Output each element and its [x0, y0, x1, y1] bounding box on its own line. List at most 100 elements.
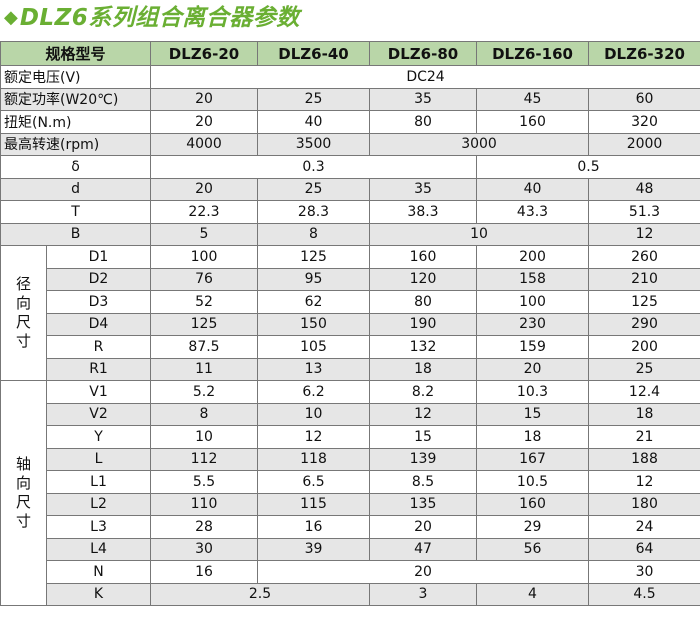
table-cell: 80: [369, 110, 478, 134]
table-cell: 25: [257, 87, 371, 111]
table-cell: 18: [369, 357, 478, 381]
table-cell: 62: [257, 290, 371, 314]
table-cell: 15: [476, 402, 590, 426]
row-label: V2: [45, 402, 152, 426]
table-cell: 87.5: [150, 335, 259, 359]
table-cell: 188: [588, 447, 700, 471]
table-cell: 290: [588, 312, 700, 336]
table-cell: 160: [476, 110, 590, 134]
table-cell: 35: [369, 177, 478, 201]
table-cell: 190: [369, 312, 478, 336]
torque-row: 扭矩(N.m) 20 40 80 160 320: [0, 110, 700, 134]
table-cell: 125: [588, 290, 700, 314]
table-cell: 20: [150, 87, 259, 111]
row-label: D2: [45, 267, 152, 291]
axial-row: L1 5.5 6.5 8.5 10.5 12: [1, 470, 700, 494]
table-cell: 18: [588, 402, 700, 426]
table-cell: 20: [476, 357, 590, 381]
table-cell: 3500: [257, 132, 371, 156]
table-cell: 29: [476, 515, 590, 539]
row-label: d: [0, 177, 152, 201]
table-cell: 60: [588, 87, 700, 111]
table-cell: 28.3: [257, 200, 371, 224]
group-label-text: 轴向尺寸: [16, 455, 32, 530]
table-cell: 110: [150, 492, 259, 516]
table-cell: 20: [257, 560, 590, 584]
model-header: DLZ6-160: [476, 41, 590, 66]
radial-row: D3 52 62 80 100 125: [1, 290, 700, 314]
table-cell: 105: [257, 335, 371, 359]
table-cell: 8.5: [369, 470, 478, 494]
row-label: L4: [45, 537, 152, 561]
table-cell: 5.2: [150, 380, 259, 404]
table-cell: 20: [369, 515, 478, 539]
row-label: K: [45, 582, 152, 606]
table-cell: 8.2: [369, 380, 478, 404]
table-cell: 80: [369, 290, 478, 314]
radial-row: R 87.5 105 132 159 200: [1, 335, 700, 359]
row-label: L1: [45, 470, 152, 494]
row-label: T: [0, 200, 152, 224]
table-cell: 4000: [150, 132, 259, 156]
table-cell: 25: [588, 357, 700, 381]
page-title: ◆ DLZ6系列组合离合器参数: [0, 0, 700, 36]
table-cell: 10.3: [476, 380, 590, 404]
table-cell: 4.5: [588, 582, 700, 606]
row-label: L2: [45, 492, 152, 516]
row-label: B: [0, 222, 152, 246]
table-cell: 21: [588, 425, 700, 449]
table-cell: 45: [476, 87, 590, 111]
table-cell: 38.3: [369, 200, 478, 224]
table-cell: 8: [150, 402, 259, 426]
table-cell: 10: [257, 402, 371, 426]
table-cell: 200: [476, 245, 590, 269]
row-label: R1: [45, 357, 152, 381]
table-cell: 11: [150, 357, 259, 381]
axial-group-label: 轴向尺寸: [0, 380, 47, 606]
table-cell: 10.5: [476, 470, 590, 494]
k-row: K 2.5 3 4 4.5: [1, 582, 700, 606]
row-label: L3: [45, 515, 152, 539]
row-label: 额定电压(V): [0, 65, 152, 89]
table-cell: 3000: [369, 132, 590, 156]
table-cell: 40: [257, 110, 371, 134]
table-cell: 160: [476, 492, 590, 516]
table-cell: 150: [257, 312, 371, 336]
table-cell: 76: [150, 267, 259, 291]
table-cell: 10: [150, 425, 259, 449]
table-cell: 0.3: [150, 155, 478, 179]
diamond-icon: ◆: [4, 7, 18, 28]
table-cell: 12: [588, 222, 700, 246]
table-cell: 52: [150, 290, 259, 314]
row-label: R: [45, 335, 152, 359]
table-cell: 56: [476, 537, 590, 561]
b-row: B 5 8 10 12: [0, 222, 700, 246]
table-cell: 4: [476, 582, 590, 606]
spec-table: 规格型号 DLZ6-20 DLZ6-40 DLZ6-80 DLZ6-160 DL…: [0, 41, 700, 606]
table-cell: 118: [257, 447, 371, 471]
axial-row: L3 28 16 20 29 24: [1, 515, 700, 539]
n-row: N 16 20 30: [1, 560, 700, 584]
power-row: 额定功率(W20℃) 20 25 35 45 60: [0, 87, 700, 111]
table-cell: 12: [369, 402, 478, 426]
table-cell: 35: [369, 87, 478, 111]
radial-row: D2 76 95 120 158 210: [1, 267, 700, 291]
table-cell: 160: [369, 245, 478, 269]
table-cell: 12.4: [588, 380, 700, 404]
table-cell: 30: [150, 537, 259, 561]
table-cell: 20: [150, 177, 259, 201]
table-cell: 200: [588, 335, 700, 359]
table-cell: 167: [476, 447, 590, 471]
table-cell: 43.3: [476, 200, 590, 224]
table-cell: 39: [257, 537, 371, 561]
table-cell: 6.2: [257, 380, 371, 404]
row-label: 额定功率(W20℃): [0, 87, 152, 111]
row-label: N: [45, 560, 152, 584]
radial-group-label: 径向尺寸: [0, 245, 47, 381]
model-label: 规格型号: [0, 41, 152, 66]
table-cell: 15: [369, 425, 478, 449]
voltage-row: 额定电压(V) DC24: [0, 65, 700, 89]
table-cell: 16: [150, 560, 259, 584]
table-cell: DC24: [150, 65, 700, 89]
header-row: 规格型号 DLZ6-20 DLZ6-40 DLZ6-80 DLZ6-160 DL…: [0, 41, 700, 66]
